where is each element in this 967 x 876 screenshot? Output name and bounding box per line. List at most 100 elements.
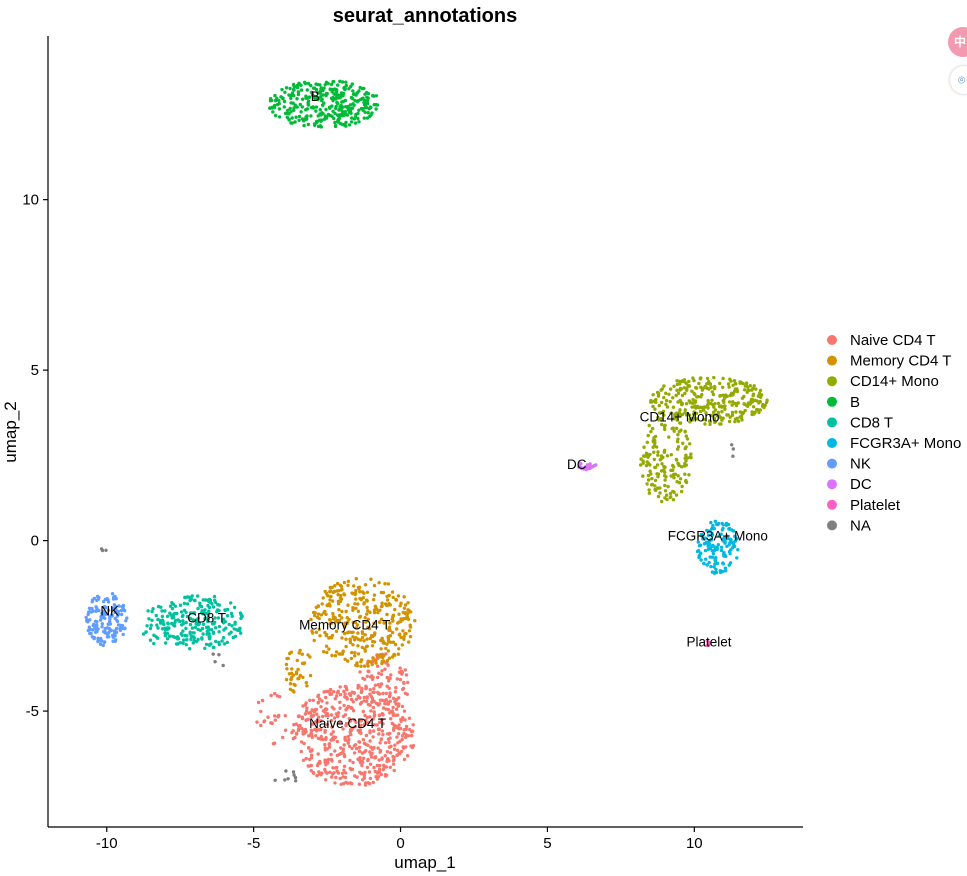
point-naive-cd4-t xyxy=(315,712,319,716)
point-b xyxy=(347,123,352,127)
point-cd14-mono xyxy=(674,493,679,497)
point-memory-cd4-t xyxy=(377,620,382,624)
point-memory-cd4-t xyxy=(351,643,355,647)
point-cd8-t xyxy=(152,641,156,646)
point-nk xyxy=(108,617,112,621)
point-b xyxy=(311,105,315,109)
point-cd14-mono xyxy=(646,433,650,438)
point-cd14-mono xyxy=(713,420,717,425)
point-naive-cd4-t xyxy=(335,694,339,698)
point-naive-cd4-t xyxy=(376,746,380,750)
point-cd14-mono xyxy=(764,400,769,405)
point-memory-cd4-t xyxy=(385,603,389,608)
translate-button[interactable]: 中 xyxy=(948,27,967,57)
point-memory-cd4-t xyxy=(321,596,325,600)
point-cd8-t xyxy=(174,618,178,622)
point-b xyxy=(318,124,323,128)
point-cd8-t xyxy=(185,614,190,619)
point-naive-cd4-t xyxy=(342,689,346,694)
point-cd14-mono xyxy=(684,434,688,438)
point-cd14-mono xyxy=(684,459,688,463)
point-fcgr3a-mono xyxy=(721,526,725,531)
point-memory-cd4-t xyxy=(298,648,302,653)
point-naive-cd4-t xyxy=(367,720,371,725)
point-cd8-t xyxy=(198,628,203,632)
point-naive-cd4-t xyxy=(362,677,367,681)
point-naive-cd4-t xyxy=(296,728,301,733)
x-tick-label: -5 xyxy=(247,835,260,852)
point-memory-cd4-t xyxy=(360,645,364,650)
point-memory-cd4-t xyxy=(297,651,301,655)
point-platelet xyxy=(707,642,711,646)
point-naive-cd4-t xyxy=(402,681,406,685)
point-nk xyxy=(102,605,107,609)
point-memory-cd4-t xyxy=(344,644,348,649)
point-cd14-mono xyxy=(749,399,753,403)
point-fcgr3a-mono xyxy=(710,544,714,549)
point-naive-cd4-t xyxy=(324,770,328,774)
point-cd14-mono xyxy=(691,401,695,405)
point-naive-cd4-t xyxy=(376,727,381,731)
point-memory-cd4-t xyxy=(309,617,313,622)
point-b xyxy=(282,105,286,109)
point-memory-cd4-t xyxy=(338,613,342,618)
point-memory-cd4-t xyxy=(402,595,406,599)
point-cd14-mono xyxy=(662,413,666,417)
point-fcgr3a-mono xyxy=(713,562,717,566)
point-nk xyxy=(106,632,110,636)
point-naive-cd4-t xyxy=(401,745,405,749)
point-memory-cd4-t xyxy=(372,610,377,615)
point-naive-cd4-t xyxy=(375,723,379,727)
point-nk xyxy=(101,643,106,648)
point-memory-cd4-t xyxy=(364,598,369,602)
point-cd8-t xyxy=(192,631,196,635)
point-cd14-mono xyxy=(647,491,652,495)
point-cd8-t xyxy=(204,642,209,647)
point-naive-cd4-t xyxy=(329,688,333,692)
point-cd14-mono xyxy=(664,402,668,406)
point-cd8-t xyxy=(196,637,200,642)
point-naive-cd4-t xyxy=(391,754,395,759)
point-cd14-mono xyxy=(751,405,756,409)
point-cd8-t xyxy=(170,606,175,611)
point-cd14-mono xyxy=(663,483,667,488)
point-cd14-mono xyxy=(676,461,680,466)
point-fcgr3a-mono xyxy=(711,551,716,556)
point-naive-cd4-t xyxy=(362,773,367,778)
point-naive-cd4-t xyxy=(338,685,342,689)
point-cd14-mono xyxy=(689,452,693,456)
point-naive-cd4-t xyxy=(359,723,363,728)
point-fcgr3a-mono xyxy=(714,559,718,564)
point-naive-cd4-t xyxy=(368,688,372,692)
point-cd8-t xyxy=(239,631,243,635)
point-memory-cd4-t xyxy=(336,602,341,606)
point-cd8-t xyxy=(188,631,192,636)
point-b xyxy=(363,110,367,115)
point-nk xyxy=(111,639,115,643)
point-b xyxy=(306,81,311,86)
point-cd14-mono xyxy=(683,408,687,412)
point-cd8-t xyxy=(207,609,211,613)
point-memory-cd4-t xyxy=(328,589,333,593)
point-cd14-mono xyxy=(670,426,674,431)
point-naive-cd4-t xyxy=(397,696,401,700)
point-naive-cd4-t xyxy=(378,750,382,754)
point-naive-cd4-t xyxy=(365,699,369,704)
point-cd8-t xyxy=(204,616,208,620)
point-naive-cd4-t xyxy=(393,713,398,717)
point-cd8-t xyxy=(144,630,148,634)
point-cd14-mono xyxy=(715,413,720,418)
point-nk xyxy=(92,596,97,601)
point-naive-cd4-t xyxy=(406,680,410,685)
point-naive-cd4-t xyxy=(380,712,384,716)
point-naive-cd4-t xyxy=(331,730,335,734)
point-fcgr3a-mono xyxy=(698,543,703,547)
point-b xyxy=(287,117,291,122)
point-memory-cd4-t xyxy=(324,644,329,648)
point-naive-cd4-t xyxy=(364,718,368,723)
scan-button[interactable]: ⌾ xyxy=(950,66,967,94)
point-memory-cd4-t xyxy=(342,593,347,597)
point-naive-cd4-t xyxy=(363,770,367,775)
point-cd14-mono xyxy=(671,498,676,502)
point-naive-cd4-t xyxy=(327,742,332,746)
